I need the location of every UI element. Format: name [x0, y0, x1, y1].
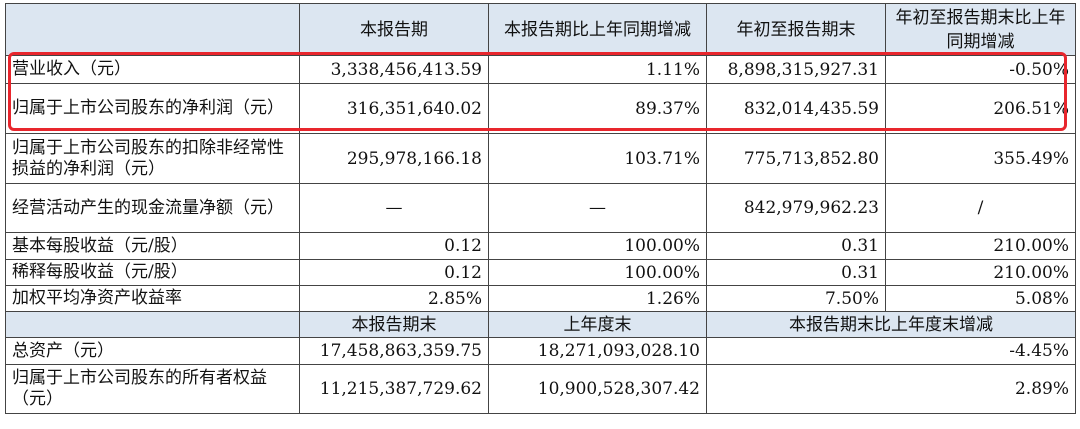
subheader-prior-year-end: 上年度末 — [488, 311, 707, 338]
cell-value: 0.31 — [706, 232, 886, 260]
cell-value: 18,271,093,028.10 — [488, 337, 707, 365]
cell-value: 11,215,387,729.62 — [299, 364, 489, 414]
cell-value: 0.12 — [299, 232, 489, 260]
cell-value: 100.00% — [488, 259, 707, 286]
row-label: 归属于上市公司股东的所有者权益（元） — [5, 364, 300, 414]
row-label: 基本每股收益（元/股） — [5, 232, 300, 260]
row-label: 归属于上市公司股东的扣除非经常性损益的净利润（元） — [5, 133, 300, 184]
cell-value: 3,338,456,413.59 — [299, 55, 489, 84]
header-ytd-yoy: 年初至报告期末比上年同期增减 — [885, 3, 1076, 56]
header-current-period: 本报告期 — [299, 3, 489, 56]
cell-value: 832,014,435.59 — [706, 83, 886, 134]
cell-value: 355.49% — [885, 133, 1076, 184]
cell-value: 10,900,528,307.42 — [488, 364, 707, 414]
row-label: 经营活动产生的现金流量净额（元） — [5, 183, 300, 233]
cell-value: 295,978,166.18 — [299, 133, 489, 184]
cell-value: 1.11% — [488, 55, 707, 84]
row-label: 营业收入（元） — [5, 55, 300, 84]
cell-value: 0.31 — [706, 259, 886, 286]
row-label: 总资产（元） — [5, 337, 300, 365]
subheader-period-end: 本报告期末 — [299, 311, 489, 338]
table-row: 稀释每股收益（元/股） 0.12 100.00% 0.31 210.00% — [5, 259, 1076, 286]
financial-data-table: 本报告期 本报告期比上年同期增减 年初至报告期末 年初至报告期末比上年同期增减 … — [5, 3, 1076, 414]
cell-value: 206.51% — [885, 83, 1076, 134]
header-ytd: 年初至报告期末 — [706, 3, 886, 56]
cell-value: 842,979,962.23 — [706, 183, 886, 233]
cell-value: -0.50% — [885, 55, 1076, 84]
cell-value: 8,898,315,927.31 — [706, 55, 886, 84]
cell-value: / — [885, 183, 1076, 233]
subheader-blank-cell — [5, 311, 300, 338]
subheader-change: 本报告期末比上年度末增减 — [706, 311, 1076, 338]
row-label: 加权平均净资产收益率 — [5, 285, 300, 312]
table-header-row: 本报告期 本报告期比上年同期增减 年初至报告期末 年初至报告期末比上年同期增减 — [5, 3, 1076, 56]
row-label: 归属于上市公司股东的净利润（元） — [5, 83, 300, 134]
table-row: 经营活动产生的现金流量净额（元） — — 842,979,962.23 / — [5, 183, 1076, 233]
cell-value: 1.26% — [488, 285, 707, 312]
cell-value: 316,351,640.02 — [299, 83, 489, 134]
cell-value: 2.85% — [299, 285, 489, 312]
table-row: 归属于上市公司股东的所有者权益（元） 11,215,387,729.62 10,… — [5, 364, 1076, 414]
cell-value: 2.89% — [706, 364, 1076, 414]
cell-value: — — [488, 183, 707, 233]
cell-value: 775,713,852.80 — [706, 133, 886, 184]
table-row: 加权平均净资产收益率 2.85% 1.26% 7.50% 5.08% — [5, 285, 1076, 312]
table-row: 归属于上市公司股东的净利润（元） 316,351,640.02 89.37% 8… — [5, 83, 1076, 134]
table-row: 总资产（元） 17,458,863,359.75 18,271,093,028.… — [5, 337, 1076, 365]
cell-value: — — [299, 183, 489, 233]
table-row: 归属于上市公司股东的扣除非经常性损益的净利润（元） 295,978,166.18… — [5, 133, 1076, 184]
cell-value: 17,458,863,359.75 — [299, 337, 489, 365]
cell-value: 210.00% — [885, 232, 1076, 260]
header-current-period-yoy: 本报告期比上年同期增减 — [488, 3, 707, 56]
header-blank-cell — [5, 3, 300, 56]
table-row: 营业收入（元） 3,338,456,413.59 1.11% 8,898,315… — [5, 55, 1076, 84]
row-label: 稀释每股收益（元/股） — [5, 259, 300, 286]
cell-value: 89.37% — [488, 83, 707, 134]
table-row: 基本每股收益（元/股） 0.12 100.00% 0.31 210.00% — [5, 232, 1076, 260]
cell-value: 0.12 — [299, 259, 489, 286]
cell-value: 103.71% — [488, 133, 707, 184]
cell-value: 100.00% — [488, 232, 707, 260]
cell-value: 7.50% — [706, 285, 886, 312]
cell-value: 210.00% — [885, 259, 1076, 286]
cell-value: -4.45% — [706, 337, 1076, 365]
table-subheader-row: 本报告期末 上年度末 本报告期末比上年度末增减 — [5, 311, 1076, 338]
cell-value: 5.08% — [885, 285, 1076, 312]
